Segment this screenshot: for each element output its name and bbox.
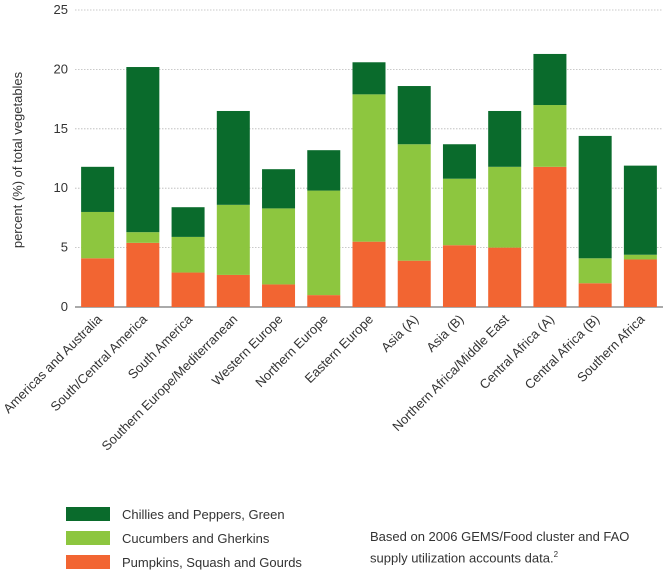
y-axis-title: percent (%) of total vegetables <box>10 71 25 248</box>
bar-segment-chillies <box>623 165 657 255</box>
bar-segment-chillies <box>126 67 160 233</box>
bar-segment-pumpkins <box>216 274 250 307</box>
bar-segment-chillies <box>352 62 386 95</box>
legend: Chillies and Peppers, Green Cucumbers an… <box>66 502 302 574</box>
bar-segment-cucumbers <box>533 105 567 167</box>
bar-segment-pumpkins <box>623 259 657 307</box>
bar-segment-pumpkins <box>578 283 612 307</box>
legend-item-cucumbers: Cucumbers and Gherkins <box>66 526 302 550</box>
bar-segment-chillies <box>81 166 115 212</box>
bar-segment-pumpkins <box>81 258 115 307</box>
bar-segment-pumpkins <box>397 260 431 307</box>
legend-swatch-pumpkins <box>66 555 110 569</box>
x-tick-label: Asia (A) <box>378 312 421 355</box>
bar-segment-pumpkins <box>171 272 205 307</box>
bar-stacks <box>81 53 657 307</box>
bar-segment-pumpkins <box>488 247 522 307</box>
bar-segment-chillies <box>307 150 341 191</box>
bar-segment-cucumbers <box>623 254 657 260</box>
bar-segment-chillies <box>262 169 296 209</box>
y-tick-label: 15 <box>54 121 68 136</box>
bar-segment-cucumbers <box>216 204 250 275</box>
bar-segment-cucumbers <box>488 166 522 248</box>
bar-segment-chillies <box>578 135 612 259</box>
bar-segment-chillies <box>171 207 205 237</box>
bar-segment-chillies <box>216 110 250 205</box>
bar-segment-pumpkins <box>533 166 567 307</box>
bar-segment-cucumbers <box>397 144 431 261</box>
source-note-ref: 2 <box>553 550 559 559</box>
bar-segment-chillies <box>442 144 476 179</box>
y-tick-label: 20 <box>54 61 68 76</box>
bar-segment-cucumbers <box>81 211 115 259</box>
bar-segment-pumpkins <box>442 245 476 307</box>
bar-segment-cucumbers <box>171 236 205 273</box>
bar-segment-cucumbers <box>442 178 476 246</box>
x-tick-label: Asia (B) <box>423 312 466 355</box>
y-tick-label: 0 <box>61 299 68 314</box>
source-note-text: Based on 2006 GEMS/Food cluster and FAO … <box>370 529 630 566</box>
legend-item-chillies: Chillies and Peppers, Green <box>66 502 302 526</box>
bar-segment-chillies <box>488 110 522 167</box>
y-tick-label: 10 <box>54 180 68 195</box>
stacked-bar-chart: 0 5 10 15 20 25 Americas and AustraliaSouth/C… <box>0 2 663 453</box>
legend-item-pumpkins: Pumpkins, Squash and Gourds <box>66 550 302 574</box>
bar-segment-chillies <box>533 53 567 106</box>
y-axis-ticks: 0 5 10 15 20 25 <box>54 2 68 314</box>
bar-segment-cucumbers <box>307 190 341 296</box>
legend-swatch-cucumbers <box>66 531 110 545</box>
bar-segment-cucumbers <box>126 232 160 243</box>
legend-label-pumpkins: Pumpkins, Squash and Gourds <box>122 554 302 570</box>
y-tick-label: 25 <box>54 2 68 17</box>
legend-swatch-chillies <box>66 507 110 521</box>
bar-segment-chillies <box>397 86 431 145</box>
bar-segment-pumpkins <box>352 241 386 307</box>
source-note: Based on 2006 GEMS/Food cluster and FAO … <box>370 528 655 567</box>
bar-segment-cucumbers <box>352 94 386 242</box>
bar-segment-pumpkins <box>126 242 160 307</box>
legend-label-chillies: Chillies and Peppers, Green <box>122 506 285 522</box>
legend-label-cucumbers: Cucumbers and Gherkins <box>122 530 270 546</box>
bar-segment-cucumbers <box>578 258 612 284</box>
bar-segment-cucumbers <box>262 208 296 285</box>
bar-segment-pumpkins <box>307 295 341 307</box>
y-tick-label: 5 <box>61 240 68 255</box>
bar-segment-pumpkins <box>262 284 296 307</box>
